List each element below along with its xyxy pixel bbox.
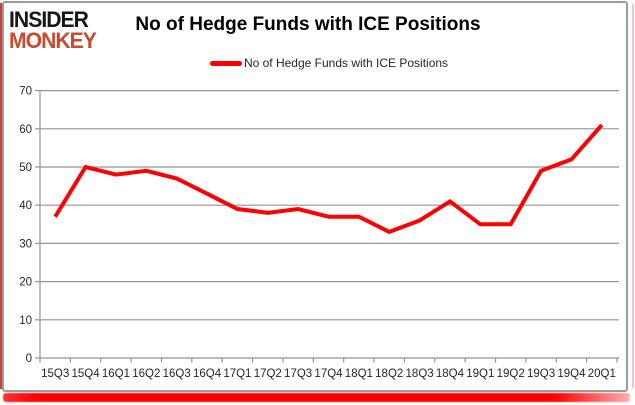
y-tick-label: 10 xyxy=(19,315,32,327)
y-tick-label: 40 xyxy=(19,200,32,212)
chart-card xyxy=(2,1,628,392)
legend: No of Hedge Funds with ICE Positions xyxy=(40,55,618,71)
x-tick-label: 19Q2 xyxy=(497,368,525,380)
x-tick-label: 17Q1 xyxy=(223,368,251,380)
x-tick-label: 15Q3 xyxy=(41,368,69,380)
y-tick-label: 30 xyxy=(19,238,32,250)
red-right-edge-accent xyxy=(632,4,634,388)
y-tick-label: 0 xyxy=(26,353,32,365)
legend-line-marker xyxy=(209,60,242,66)
insider-monkey-logo: INSIDER MONKEY xyxy=(9,7,97,53)
legend-label: No of Hedge Funds with ICE Positions xyxy=(243,56,449,70)
x-tick-label: 19Q3 xyxy=(527,368,555,380)
x-tick-label: 18Q4 xyxy=(436,368,465,380)
x-tick-label: 18Q3 xyxy=(406,368,434,380)
logo-insider: INSIDER xyxy=(9,7,89,32)
y-tick-label: 50 xyxy=(19,162,32,174)
chart-title: No of Hedge Funds with ICE Positions xyxy=(135,14,481,35)
x-tick-label: 18Q1 xyxy=(345,368,373,380)
series-line xyxy=(53,123,604,235)
x-tick-label: 17Q2 xyxy=(254,368,282,380)
x-tick-label: 17Q4 xyxy=(314,368,343,380)
logo-monkey: MONKEY xyxy=(9,28,97,53)
y-tick-label: 60 xyxy=(19,124,32,136)
red-left-edge-accent xyxy=(0,3,2,389)
x-tick-label: 20Q1 xyxy=(588,368,616,380)
y-tick-label: 70 xyxy=(19,86,32,98)
x-tick-label: 15Q4 xyxy=(71,368,100,380)
x-tick-label: 16Q3 xyxy=(163,368,191,380)
y-tick-label: 20 xyxy=(19,277,32,289)
x-tick-label: 19Q4 xyxy=(557,368,586,380)
x-tick-label: 16Q2 xyxy=(132,368,160,380)
x-tick-label: 16Q4 xyxy=(193,368,222,380)
red-bottom-bar xyxy=(3,393,630,402)
x-tick-label: 19Q1 xyxy=(466,368,494,380)
x-tick-label: 18Q2 xyxy=(375,368,403,380)
x-tick-label: 16Q1 xyxy=(102,368,130,380)
x-tick-label: 17Q3 xyxy=(284,368,312,380)
